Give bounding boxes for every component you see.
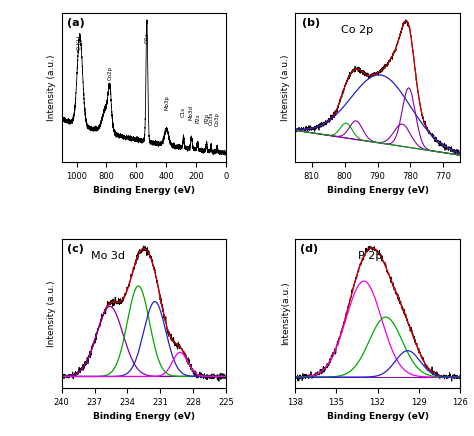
Text: O KLL: O KLL — [77, 35, 82, 50]
Y-axis label: Intensity (a.u.): Intensity (a.u.) — [281, 54, 290, 121]
Y-axis label: Intensity (a.u.): Intensity (a.u.) — [47, 54, 56, 121]
Text: P2s: P2s — [195, 113, 200, 123]
Text: Co3s: Co3s — [209, 111, 214, 125]
X-axis label: Binding Energy (eV): Binding Energy (eV) — [93, 186, 195, 195]
Text: P2p: P2p — [204, 113, 209, 123]
Y-axis label: Intensity(a.u.): Intensity(a.u.) — [281, 282, 290, 345]
Text: C1s: C1s — [181, 107, 186, 117]
Text: O1s: O1s — [145, 32, 149, 43]
Text: Co2p: Co2p — [107, 66, 112, 80]
Text: (b): (b) — [302, 17, 320, 27]
Text: Co3p: Co3p — [215, 112, 219, 126]
Text: Mo3d: Mo3d — [189, 105, 194, 120]
Text: (a): (a) — [66, 17, 84, 27]
X-axis label: Binding Energy (eV): Binding Energy (eV) — [327, 186, 428, 195]
Text: Mo3p: Mo3p — [164, 95, 169, 110]
Text: (d): (d) — [300, 244, 319, 254]
Y-axis label: Intensity (a.u.): Intensity (a.u.) — [47, 280, 56, 347]
Text: (c): (c) — [66, 244, 83, 254]
X-axis label: Binding Energy (eV): Binding Energy (eV) — [93, 412, 195, 421]
Text: Mo 3d: Mo 3d — [91, 251, 125, 261]
Text: P 2p: P 2p — [358, 251, 382, 261]
X-axis label: Binding Energy (eV): Binding Energy (eV) — [327, 412, 428, 421]
Text: Co 2p: Co 2p — [341, 25, 374, 35]
